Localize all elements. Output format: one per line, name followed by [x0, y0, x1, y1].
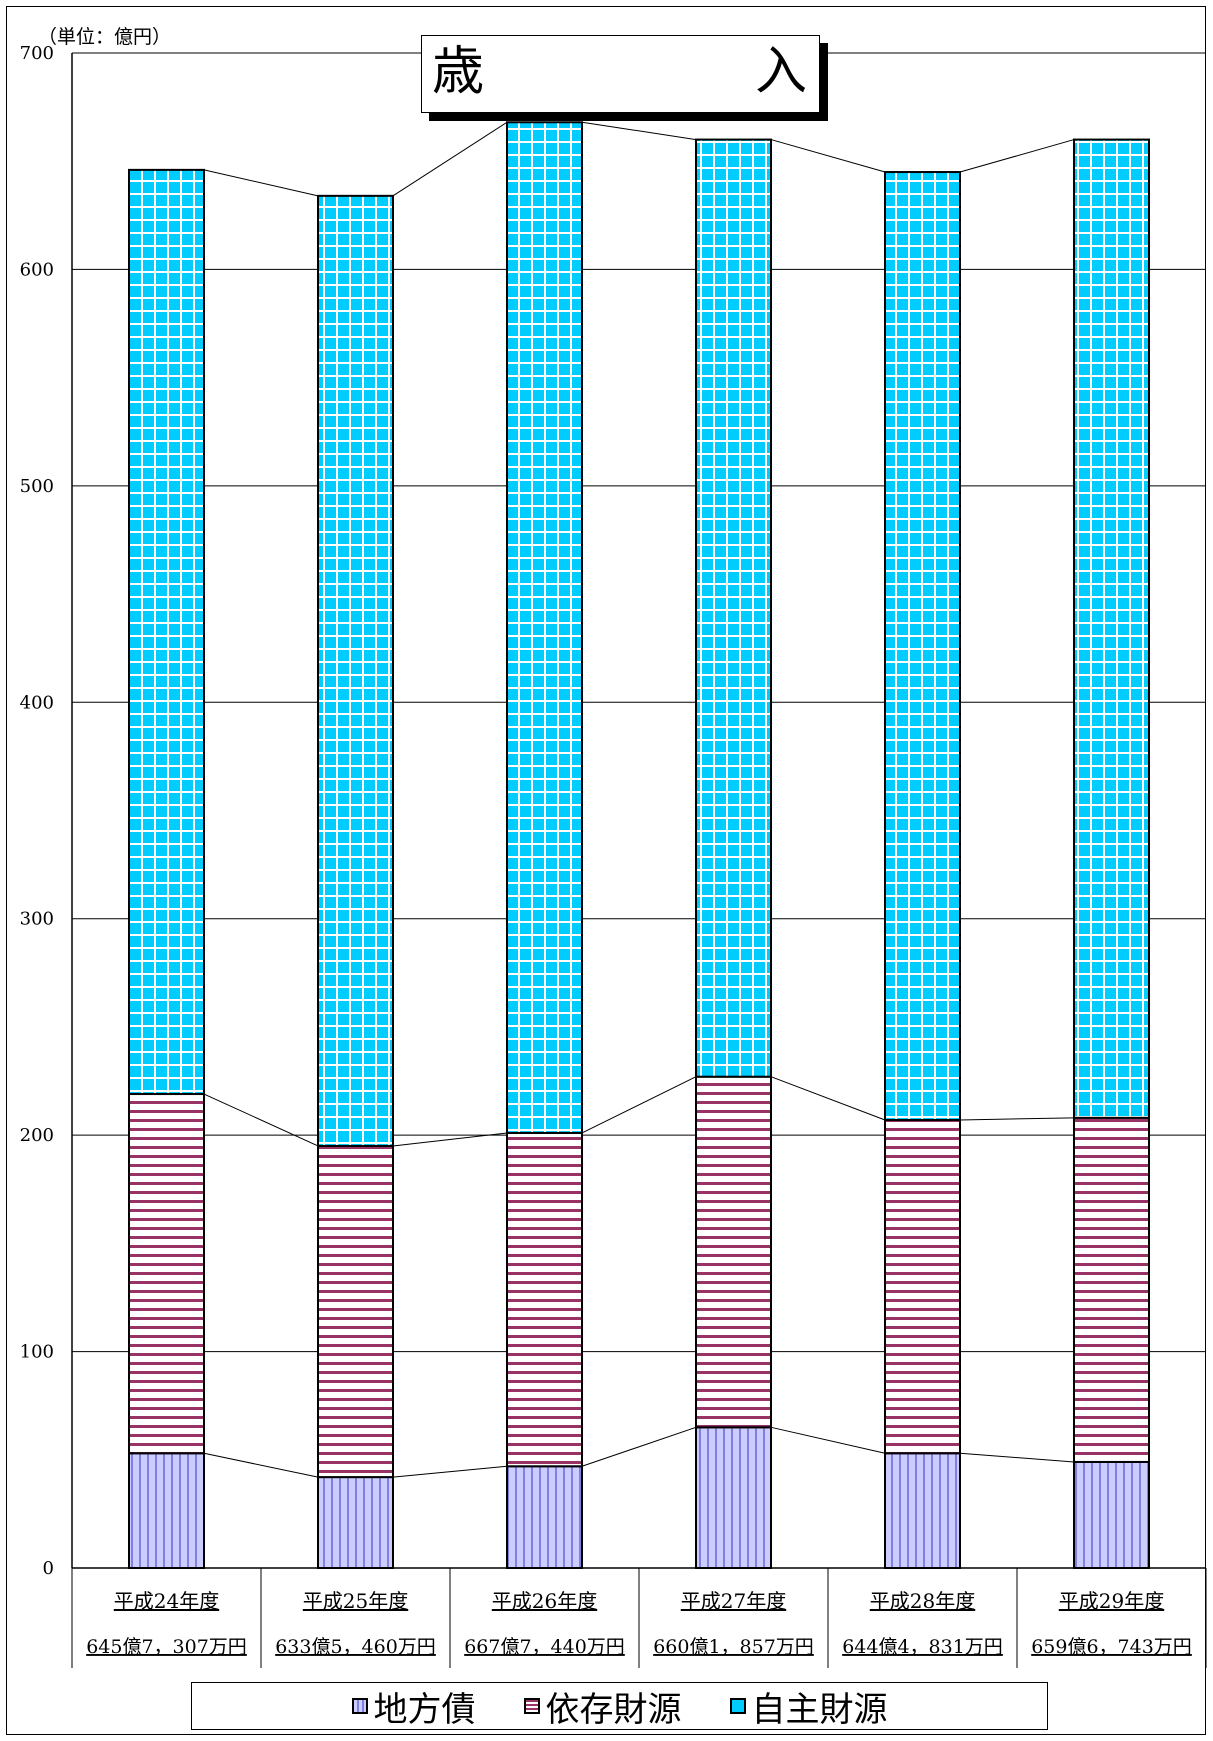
chart-frame [6, 6, 1206, 1735]
series-line [581, 121, 697, 141]
y-tick-label: 700 [20, 43, 54, 64]
bar-segment-2 [695, 1075, 772, 1429]
series-line [392, 1465, 508, 1478]
y-tick-label: 200 [20, 1125, 54, 1146]
bar-segment-2 [884, 1118, 961, 1455]
x-category-label: 平成28年度 [870, 1589, 975, 1613]
x-total-label: 660億1，857万円 [653, 1636, 814, 1658]
series-line [581, 1426, 697, 1467]
series-line [392, 121, 508, 197]
bar-segment-2 [128, 1093, 205, 1455]
series-line [203, 1452, 319, 1478]
x-category-label: 平成29年度 [1059, 1589, 1164, 1613]
series-line [203, 169, 319, 197]
series-line [959, 139, 1075, 173]
y-tick-label: 300 [20, 909, 54, 930]
series-line [203, 1093, 319, 1147]
legend-label-chihosai: 地方債 [373, 1689, 476, 1730]
legend-item-jishu: 自主財源 [729, 1682, 888, 1731]
x-total-label: 659億6，743万円 [1031, 1636, 1192, 1658]
legend-item-izon: 依存財源 [523, 1682, 682, 1731]
x-total-label: 644億4，831万円 [842, 1636, 1003, 1658]
x-category-label: 平成25年度 [303, 1589, 408, 1613]
y-tick-label: 500 [20, 476, 54, 497]
series-line [770, 1076, 886, 1121]
legend-label-jishu: 自主財源 [751, 1689, 888, 1730]
series-line [770, 1426, 886, 1454]
x-total-label: 645億7，307万円 [86, 1636, 247, 1658]
unit-label: （単位：億円） [38, 26, 172, 48]
bar-segment-2 [1073, 1116, 1150, 1463]
legend-swatch-chihosai [351, 1698, 368, 1714]
y-tick-label: 0 [43, 1558, 54, 1579]
bar-segment-3 [884, 171, 961, 1121]
chart-title-part2: 入 [754, 42, 807, 102]
x-total-label: 633億5，460万円 [275, 1636, 436, 1658]
bar-segment-2 [506, 1131, 583, 1468]
series-line [770, 139, 886, 173]
bar-segment-3 [695, 138, 772, 1078]
bar-segment-3 [506, 121, 583, 1134]
bar-segment-1 [317, 1476, 394, 1569]
y-tick-label: 100 [20, 1342, 54, 1363]
bar-segment-3 [317, 194, 394, 1147]
bar-segment-3 [1073, 138, 1150, 1119]
y-tick-label: 400 [20, 692, 54, 713]
series-line [392, 1132, 508, 1147]
bar-segment-1 [884, 1452, 961, 1569]
series-line [959, 1117, 1075, 1121]
chart-title-box: 歳 入 [421, 35, 820, 113]
series-line [581, 1076, 697, 1134]
chart-legend: 地方債 依存財源 自主財源 [191, 1682, 1048, 1730]
bar-segment-1 [506, 1465, 583, 1569]
x-category-label: 平成26年度 [492, 1589, 597, 1613]
x-category-label: 平成27年度 [681, 1589, 786, 1613]
legend-label-izon: 依存財源 [545, 1689, 682, 1730]
bar-segment-1 [695, 1426, 772, 1569]
bar-segment-2 [317, 1144, 394, 1479]
x-category-label: 平成24年度 [114, 1589, 219, 1613]
bar-segment-1 [128, 1452, 205, 1569]
y-tick-label: 600 [20, 259, 54, 280]
x-total-label: 667億7，440万円 [464, 1636, 625, 1658]
legend-swatch-izon [523, 1698, 540, 1714]
series-line [959, 1452, 1075, 1463]
legend-swatch-jishu [729, 1698, 746, 1714]
legend-item-chihosai: 地方債 [351, 1682, 476, 1731]
bar-segment-1 [1073, 1460, 1150, 1569]
bar-segment-3 [128, 168, 205, 1096]
chart-title-part1: 歳 [432, 42, 485, 102]
